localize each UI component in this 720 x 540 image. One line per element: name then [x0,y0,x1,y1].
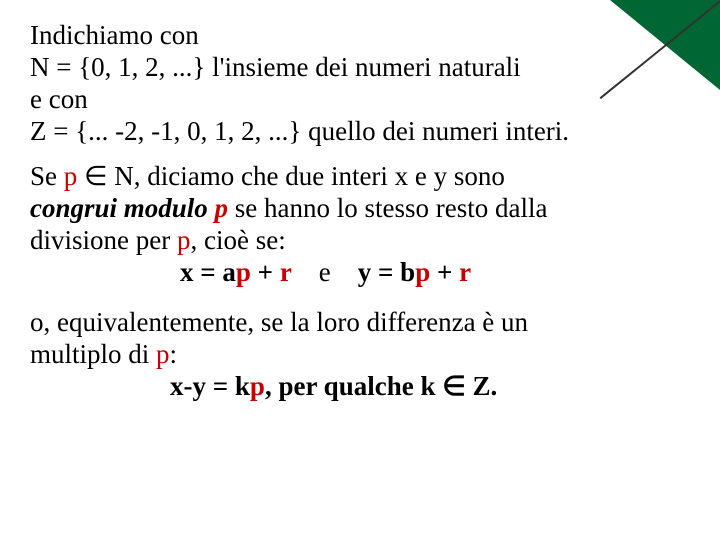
text-line: multiplo di [30,339,156,369]
paragraph-congruence-def: Se p ∈ N, diciamo che due interi x e y s… [30,161,690,288]
equation-line: x = ap + r e y = bp + r [30,257,471,289]
variable-p: p [64,161,78,191]
text-line: l'insieme dei numeri naturali [212,52,521,82]
text-line: se hanno lo stesso resto dalla [228,193,547,223]
corner-edge-line [560,0,720,132]
text-line: quello dei numeri interi. [308,116,569,146]
text-line: : [170,339,178,369]
equation-line: x-y = kp, per qualche k ∈ Z. [30,371,497,403]
paragraph-equivalent-def: o, equivalentemente, se la loro differen… [30,307,690,403]
text-line: e con [30,84,88,114]
term-congrui-modulo: congrui modulo p [30,193,228,223]
variable-p: p [177,225,191,255]
text-line: N = {0, 1, 2, ...} [30,52,212,82]
text-line: Indichiamo con [30,20,199,50]
text-line: , cioè se: [190,225,285,255]
text-line: divisione per [30,225,177,255]
text-line: Z = {... -2, -1, 0, 1, 2, ...} [30,116,308,146]
text-line: o, equivalentemente, se la loro differen… [30,307,528,337]
text-line: ∈ N, diciamo che due interi x e y sono [77,161,505,191]
variable-p: p [156,339,170,369]
text-line: Se [30,161,64,191]
